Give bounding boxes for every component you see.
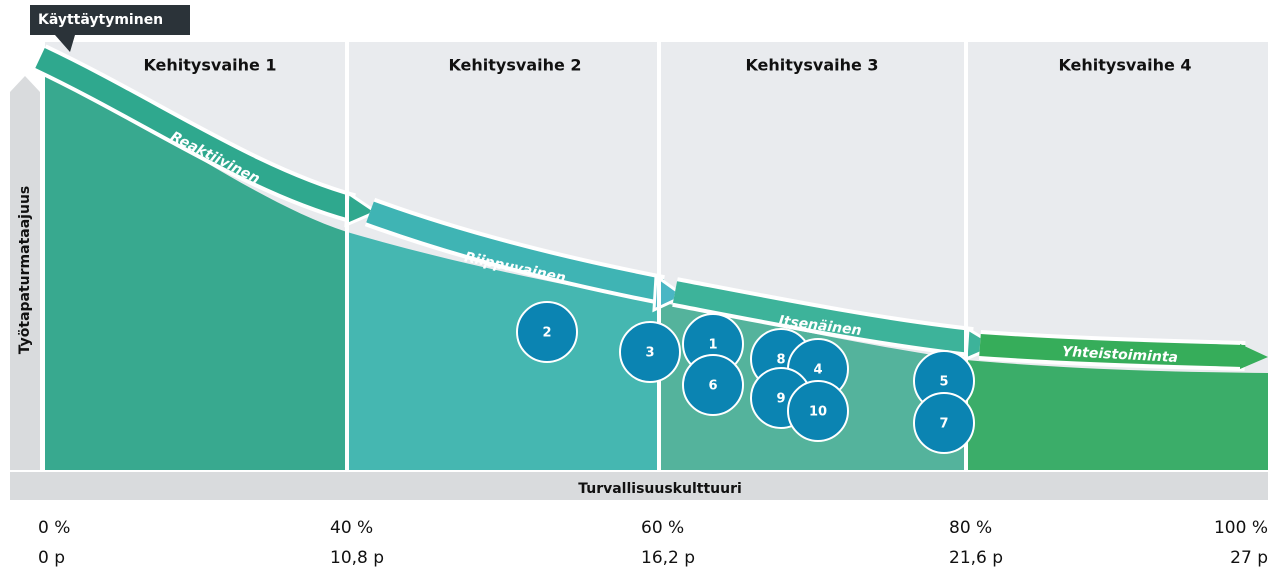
marker <box>516 301 578 363</box>
y-axis-bar <box>10 76 40 470</box>
marker-label: 2 <box>542 326 551 341</box>
marker-label: 4 <box>813 363 822 378</box>
phase-title: Kehitysvaihe 1 <box>143 56 276 75</box>
marker-label: 8 <box>776 353 785 368</box>
marker-label: 9 <box>776 392 785 407</box>
point-label: 10,8 p <box>330 548 384 568</box>
marker <box>787 380 849 442</box>
header-tab <box>30 5 190 52</box>
x-axis-label: Turvallisuuskulttuuri <box>578 481 742 497</box>
marker-label: 10 <box>809 405 827 420</box>
point-label: 27 p <box>1230 548 1268 568</box>
point-label: 0 p <box>38 548 65 568</box>
point-label: 16,2 p <box>641 548 695 568</box>
marker <box>619 321 681 383</box>
percent-label: 60 % <box>641 518 684 538</box>
percent-label: 100 % <box>1214 518 1268 538</box>
marker-label: 7 <box>939 417 948 432</box>
x-axis-bar <box>10 472 1268 500</box>
y-axis-label: Työtapaturmataajuus <box>17 186 33 355</box>
phase-title: Kehitysvaihe 2 <box>448 56 581 75</box>
marker <box>682 354 744 416</box>
stage-arrows <box>33 44 1268 371</box>
marker-label: 6 <box>708 379 717 394</box>
header-title: Käyttäytyminen <box>38 12 163 28</box>
percent-label: 0 % <box>38 518 70 538</box>
percent-label: 80 % <box>949 518 992 538</box>
stage-label: Yhteistoiminta <box>1062 344 1179 366</box>
marker-label: 1 <box>708 338 717 353</box>
marker <box>913 392 975 454</box>
marker-label: 3 <box>645 346 654 361</box>
percent-label: 40 % <box>330 518 373 538</box>
point-label: 21,6 p <box>949 548 1003 568</box>
phase-title: Kehitysvaihe 4 <box>1058 56 1191 75</box>
phase-title: Kehitysvaihe 3 <box>745 56 878 75</box>
marker-label: 5 <box>939 375 948 390</box>
